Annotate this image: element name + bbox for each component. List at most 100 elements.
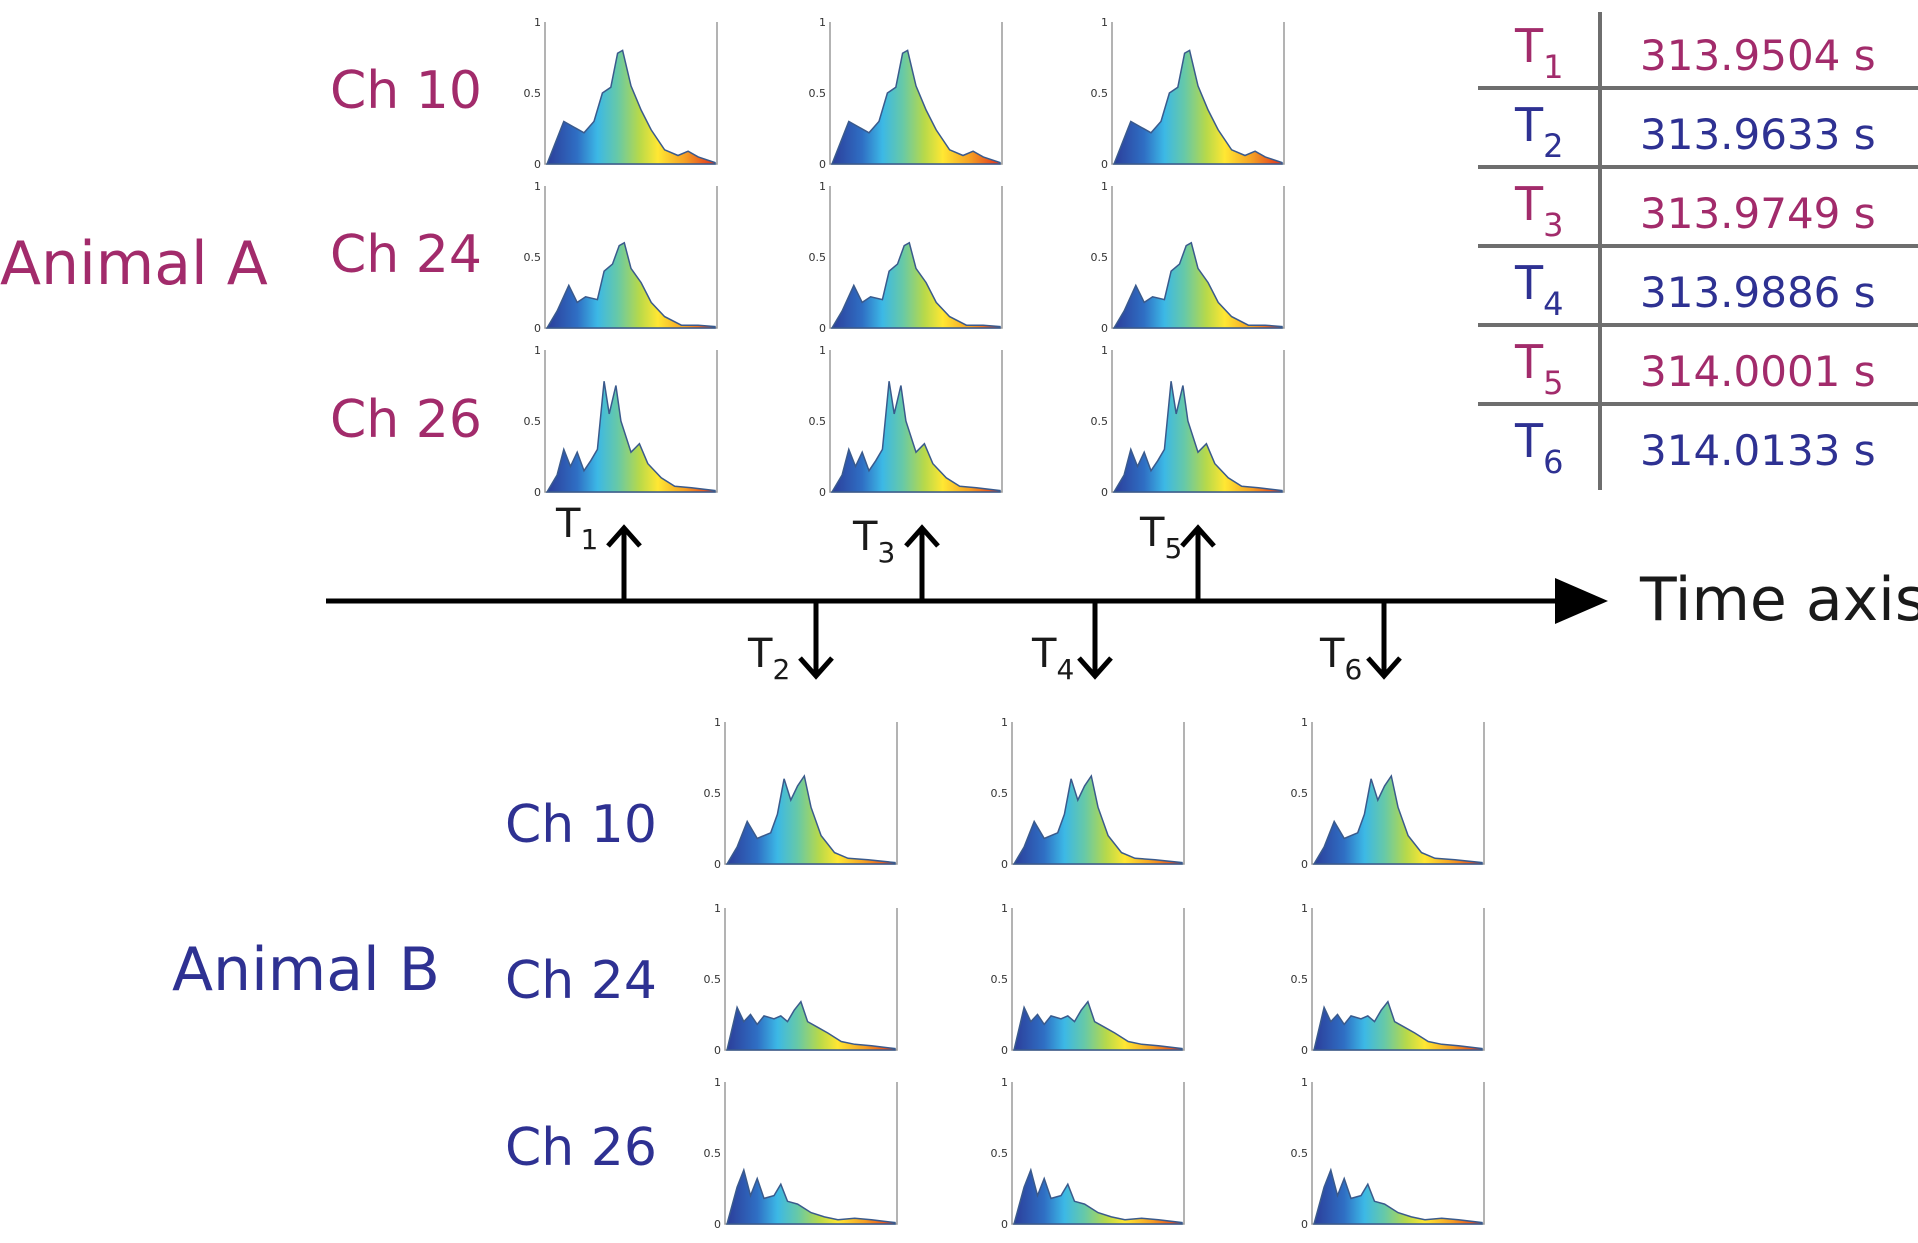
spectrum-area (1013, 1000, 1183, 1051)
up-arrow-icon (904, 524, 940, 601)
plot-tick-label: 1 (819, 180, 826, 193)
plot-tick-label: 0.5 (524, 251, 542, 264)
mini-spectrum-plot: 00.51 (704, 902, 898, 1057)
down-arrow-icon (1077, 601, 1113, 680)
plot-tick-label: 0.5 (524, 415, 542, 428)
animal-a-label: Animal A (0, 229, 268, 299)
table-row-label: T4 (1514, 256, 1563, 323)
spectrum-area (1012, 774, 1183, 865)
plot-tick-label: 0 (714, 1044, 721, 1057)
plot-tick-label: 0.5 (1291, 973, 1309, 986)
time-label-t3: T3 (852, 514, 895, 569)
plot-tick-label: 0 (1101, 158, 1108, 171)
plot-tick-label: 0 (1001, 1044, 1008, 1057)
plot-tick-label: 1 (1001, 1076, 1008, 1089)
time-label-t2: T2 (747, 631, 790, 686)
spectrum-area (1112, 241, 1283, 329)
mini-spectrum-plot: 00.51 (1291, 902, 1485, 1057)
plot-tick-label: 0 (534, 486, 541, 499)
plot-tick-label: 1 (534, 344, 541, 357)
mini-spectrum-plot: 00.51 (991, 902, 1185, 1057)
animal-a-channel-label: Ch 26 (330, 390, 482, 450)
mini-spectrum-plot: 00.51 (991, 716, 1185, 871)
table-row-label: T6 (1514, 414, 1563, 481)
plot-tick-label: 0.5 (1291, 787, 1309, 800)
plot-tick-label: 1 (714, 716, 721, 729)
plot-tick-label: 1 (1301, 902, 1308, 915)
plot-tick-label: 0 (819, 158, 826, 171)
animal-b-channel-label: Ch 10 (505, 795, 657, 855)
plot-tick-label: 0 (714, 1218, 721, 1231)
plot-tick-label: 0 (714, 858, 721, 871)
table-row-label: T5 (1514, 335, 1563, 402)
mini-spectrum-plot: 00.51 (809, 16, 1003, 171)
plot-tick-label: 0 (1101, 322, 1108, 335)
plot-tick-label: 1 (819, 344, 826, 357)
plot-tick-label: 0 (1001, 858, 1008, 871)
plot-tick-label: 0.5 (1091, 87, 1109, 100)
plot-tick-label: 0 (534, 158, 541, 171)
spectrum-area (545, 49, 716, 165)
spectrum-area (545, 381, 716, 493)
plot-tick-label: 1 (1101, 344, 1108, 357)
time-label-t1: T1 (555, 501, 598, 556)
plot-tick-label: 1 (819, 16, 826, 29)
spectrum-area (1312, 774, 1483, 865)
spectrum-area (725, 774, 896, 865)
spectrum-area (830, 381, 1001, 493)
plot-tick-label: 1 (534, 16, 541, 29)
plot-tick-label: 1 (1301, 716, 1308, 729)
plot-tick-label: 1 (1301, 1076, 1308, 1089)
animal-b-channel-label: Ch 26 (505, 1118, 657, 1178)
mini-spectrum-plot: 00.51 (704, 1076, 898, 1231)
mini-spectrum-plot: 00.51 (524, 16, 718, 171)
mini-spectrum-plot: 00.51 (524, 180, 718, 335)
spectrum-area (830, 49, 1001, 165)
mini-spectrum-plot: 00.51 (524, 344, 718, 499)
plot-tick-label: 1 (1101, 16, 1108, 29)
plot-tick-label: 0 (1301, 1218, 1308, 1231)
spectrum-area (726, 1000, 896, 1051)
spectrum-area (1013, 1167, 1183, 1225)
spectrum-area (1313, 1167, 1483, 1225)
plot-tick-label: 0 (1301, 858, 1308, 871)
plot-tick-label: 1 (714, 902, 721, 915)
plot-tick-label: 0.5 (809, 87, 827, 100)
mini-spectrum-plot: 00.51 (1091, 344, 1285, 499)
plot-tick-label: 0 (534, 322, 541, 335)
spectrum-area (1112, 381, 1283, 493)
up-arrow-icon (1180, 524, 1216, 601)
mini-spectrum-plot: 00.51 (1091, 180, 1285, 335)
time-label-t4: T4 (1031, 631, 1074, 686)
table-row-value: 313.9749 s (1640, 189, 1876, 238)
plot-tick-label: 1 (1001, 716, 1008, 729)
spectrum-area (545, 241, 716, 329)
plot-tick-label: 0 (819, 486, 826, 499)
table-row-label: T2 (1514, 98, 1563, 165)
table-row-value: 314.0001 s (1640, 347, 1876, 396)
spectrum-area (830, 241, 1001, 329)
plot-tick-label: 0 (1101, 486, 1108, 499)
table-row-value: 313.9504 s (1640, 31, 1876, 80)
plot-tick-label: 1 (534, 180, 541, 193)
animal-a-channel-label: Ch 24 (330, 225, 482, 285)
plot-tick-label: 0.5 (1091, 415, 1109, 428)
time-label-t6: T6 (1319, 631, 1362, 686)
time-label-t5: T5 (1139, 510, 1182, 565)
time-axis-label: Time axis (1639, 565, 1918, 635)
plot-tick-label: 0.5 (1291, 1147, 1309, 1160)
mini-spectrum-plot: 00.51 (704, 716, 898, 871)
up-arrow-icon (606, 524, 642, 601)
table-row-value: 313.9633 s (1640, 110, 1876, 159)
table-row-value: 314.0133 s (1640, 426, 1876, 475)
plot-tick-label: 0.5 (704, 973, 722, 986)
arrowhead-icon (1555, 578, 1608, 624)
plot-tick-label: 0.5 (991, 973, 1009, 986)
mini-spectrum-plot: 00.51 (1291, 716, 1485, 871)
plot-tick-label: 0 (1301, 1044, 1308, 1057)
spectrum-area (1313, 1000, 1483, 1051)
down-arrow-icon (1366, 601, 1402, 680)
plot-tick-label: 1 (1001, 902, 1008, 915)
animal-a-channel-label: Ch 10 (330, 61, 482, 121)
